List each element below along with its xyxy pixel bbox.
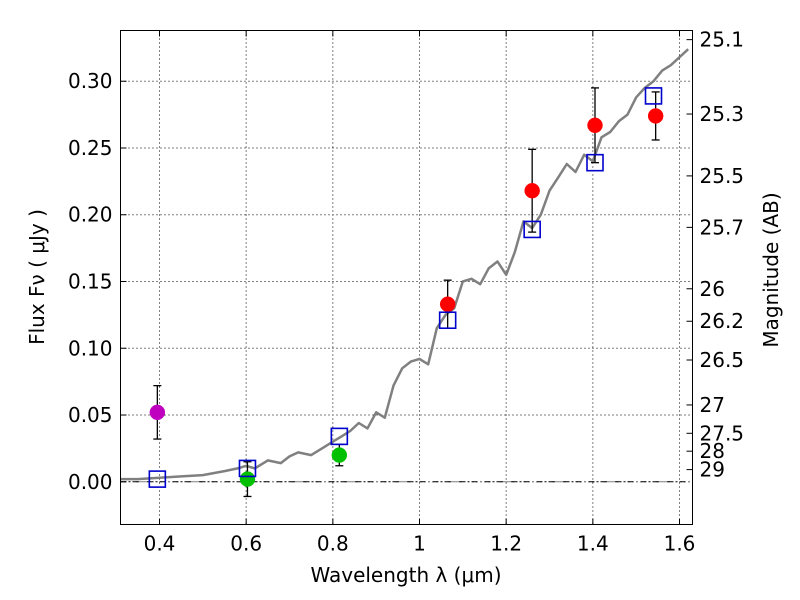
y-tick-label: 0.30 [68,69,113,93]
y-tick-label: 0.15 [68,270,113,294]
model-photometry-square [644,87,663,105]
mag-tick-label: 25.5 [700,164,745,188]
x-tick-label: 0.8 [317,532,349,556]
model-photometry-square [148,470,167,488]
mag-tick-label: 29 [700,458,725,482]
x-tick-label: 1.6 [664,532,696,556]
plot-frame [120,30,693,525]
model-photometry-square [330,427,349,446]
x-tick-label: 1.2 [490,532,522,556]
y-tick-label: 0.10 [68,336,113,360]
mag-tick-label: 27 [700,393,725,417]
x-axis-title: Wavelength λ (μm) [310,563,501,587]
mag-tick-label: 25.3 [700,102,745,126]
mag-tick-label: 26.5 [700,348,745,372]
y-tick-label: 0.00 [68,470,113,494]
y-axis-title-right: Magnitude (AB) [759,192,783,347]
model-photometry-square [238,459,257,478]
data-point [239,471,256,487]
x-tick-label: 1 [413,532,426,556]
model-photometry-square [438,311,457,330]
y-axis-title: Flux Fν ( μJy ) [25,209,49,345]
model-spectrum-layer [120,48,690,481]
data-point [647,108,664,124]
y-tick-label: 0.20 [68,203,113,227]
model-photometry-square [586,153,604,172]
mag-tick-label: 26.2 [700,309,745,333]
x-tick-label: 0.6 [230,532,262,556]
ticks-layer: 0.4 0.6 0.8 1 1.2 1.4 1.6 0.00 0.05 0.10 0.15 0.20 0… [68,28,744,556]
y-tick-label: 0.05 [68,403,113,427]
mag-tick-label: 25.1 [700,28,745,52]
data-point [524,182,540,199]
mag-tick-label: 27.5 [700,421,745,445]
points-layer [148,87,664,488]
x-tick-label: 1.4 [577,532,609,556]
x-tick-label: 0.4 [144,532,176,556]
data-point [439,296,456,312]
y-tick-label: 0.25 [68,136,113,160]
mag-tick-label: 25.7 [700,215,745,239]
data-point [587,117,603,134]
model-spectrum-line [120,48,690,481]
plot-area [120,30,693,525]
mag-tick-label: 26 [700,277,725,301]
data-point [149,404,166,421]
mag-tick-label: 28 [700,439,725,463]
data-point [331,447,348,463]
model-photometry-square [523,220,541,239]
